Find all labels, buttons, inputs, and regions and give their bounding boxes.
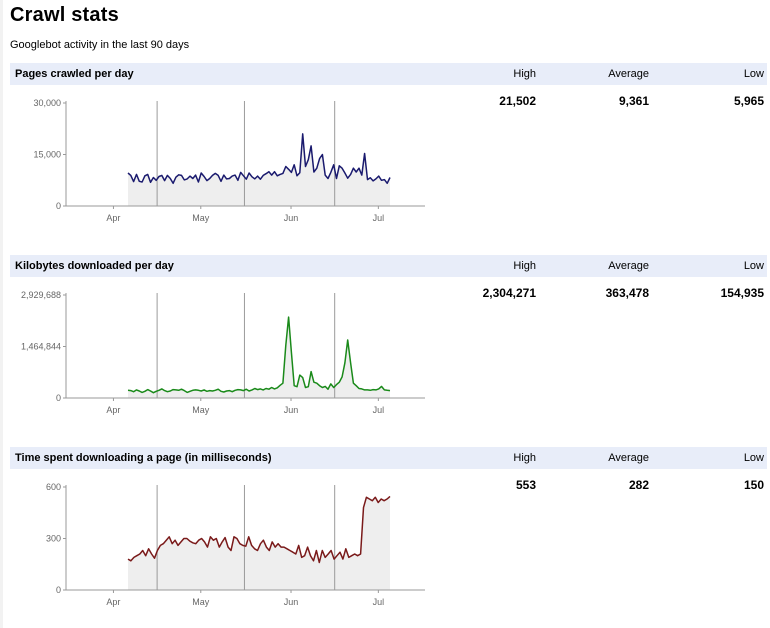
- y-tick-label: 1,464,844: [21, 342, 61, 352]
- stat-low: 5,965: [733, 94, 764, 108]
- pages-crawled-chart: 30,000 15,000 0 Apr May Jun Jul: [33, 98, 425, 223]
- x-tick-label: May: [192, 213, 210, 223]
- y-tick-label: 30,000: [33, 98, 61, 108]
- page-title: Crawl stats: [10, 4, 119, 26]
- column-header-low: Low: [743, 260, 764, 272]
- stat-low: 150: [743, 478, 764, 492]
- series-line: [127, 316, 391, 394]
- section-title: Kilobytes downloaded per day: [15, 260, 174, 272]
- x-tick-label: Apr: [106, 213, 120, 223]
- y-tick-label: 0: [56, 585, 61, 595]
- area-fill: [128, 317, 390, 398]
- stat-average: 282: [628, 478, 649, 492]
- x-tick-label: Jul: [373, 405, 385, 415]
- page-subtitle: Googlebot activity in the last 90 days: [10, 39, 190, 51]
- stat-high: 2,304,271: [482, 286, 536, 300]
- section-time-downloading: Time spent downloading a page (in millis…: [10, 447, 767, 622]
- y-tick-label: 300: [46, 534, 61, 544]
- section-kilobytes-downloaded: Kilobytes downloaded per day High Averag…: [10, 255, 767, 430]
- x-tick-label: Apr: [106, 405, 120, 415]
- column-header-low: Low: [743, 452, 764, 464]
- x-tick-label: Jun: [284, 597, 299, 607]
- column-header-average: Average: [608, 260, 649, 272]
- x-tick-label: Jul: [373, 213, 385, 223]
- stat-high: 553: [515, 478, 536, 492]
- kilobytes-downloaded-chart: 2,929,688 1,464,844 0 Apr May Jun Jul: [21, 290, 425, 415]
- series-line: [127, 495, 391, 564]
- section-header: Time spent downloading a page (in millis…: [10, 447, 767, 469]
- series-line: [127, 133, 391, 185]
- section-header: Pages crawled per day High Average Low: [10, 63, 767, 85]
- stat-average: 363,478: [605, 286, 649, 300]
- column-header-average: Average: [608, 68, 649, 80]
- x-tick-label: Jun: [284, 405, 299, 415]
- y-tick-label: 15,000: [33, 150, 61, 160]
- time-downloading-chart: 600 300 0 Apr May Jun Jul: [46, 482, 425, 607]
- column-header-high: High: [513, 260, 536, 272]
- column-header-high: High: [513, 452, 536, 464]
- x-tick-label: Apr: [106, 597, 120, 607]
- y-tick-label: 0: [56, 393, 61, 403]
- section-title: Time spent downloading a page (in millis…: [15, 452, 272, 464]
- y-tick-label: 0: [56, 201, 61, 211]
- section-pages-crawled: Pages crawled per day High Average Low 3…: [10, 63, 767, 238]
- x-tick-label: May: [192, 405, 210, 415]
- page-edge: [0, 0, 3, 628]
- column-header-average: Average: [608, 452, 649, 464]
- column-header-low: Low: [743, 68, 764, 80]
- stat-low: 154,935: [720, 286, 764, 300]
- x-tick-label: Jul: [373, 597, 385, 607]
- section-title: Pages crawled per day: [15, 68, 134, 80]
- stat-average: 9,361: [618, 94, 649, 108]
- area-fill: [128, 496, 390, 590]
- x-tick-label: Jun: [284, 213, 299, 223]
- y-tick-label: 2,929,688: [21, 290, 61, 300]
- column-header-high: High: [513, 68, 536, 80]
- section-header: Kilobytes downloaded per day High Averag…: [10, 255, 767, 277]
- x-tick-label: May: [192, 597, 210, 607]
- area-fill: [128, 133, 390, 206]
- stat-high: 21,502: [499, 94, 536, 108]
- y-tick-label: 600: [46, 482, 61, 492]
